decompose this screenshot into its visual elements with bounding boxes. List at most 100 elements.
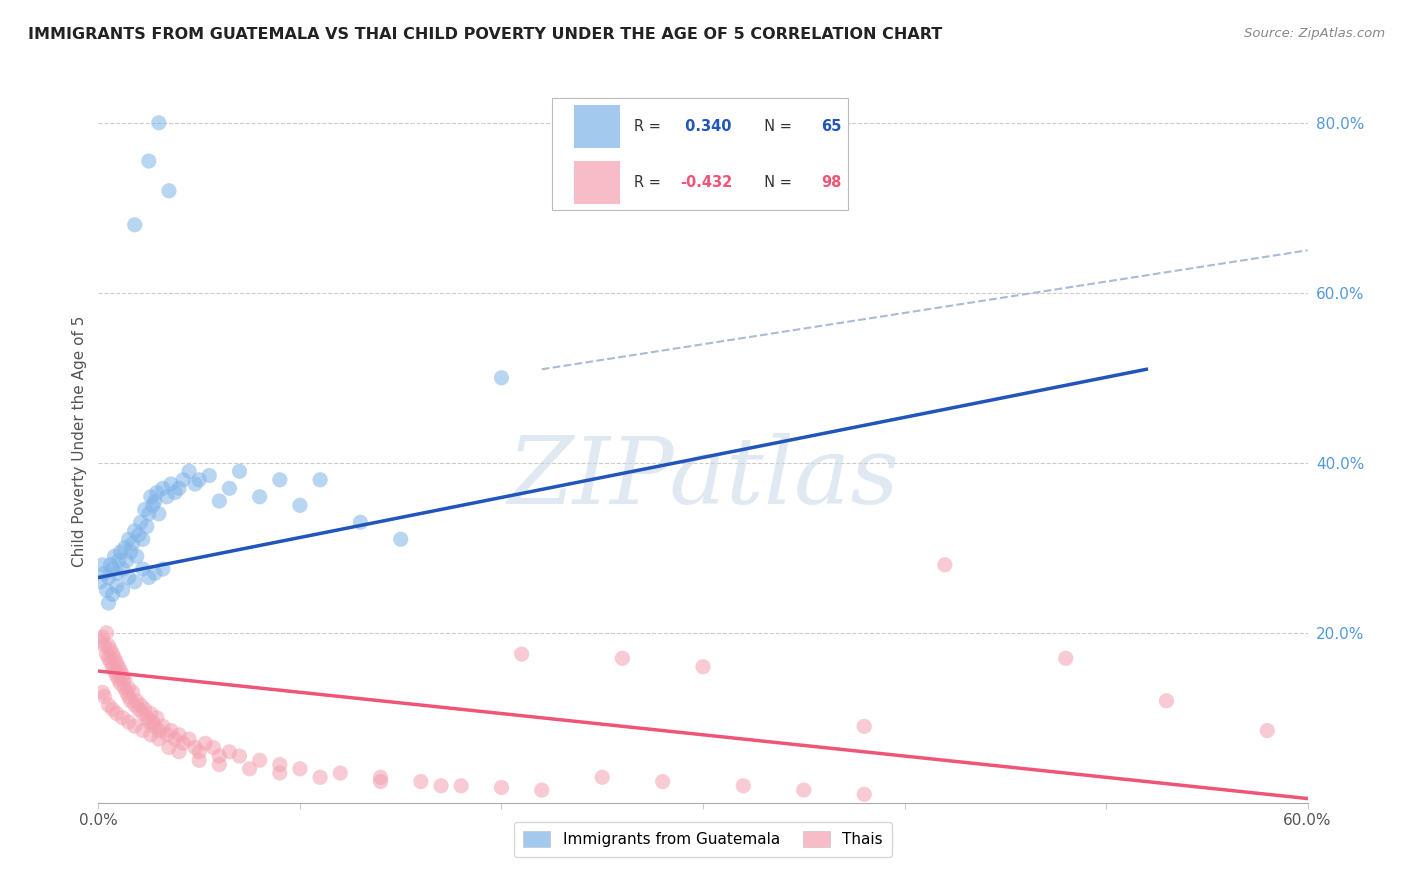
Point <box>167 745 190 759</box>
Text: N =: N = <box>755 119 796 134</box>
Point <box>591 770 613 784</box>
Text: 0.340: 0.340 <box>681 119 731 134</box>
Point <box>128 702 150 716</box>
Point <box>172 736 194 750</box>
Point <box>160 723 183 738</box>
Text: 98: 98 <box>821 175 842 190</box>
Point <box>135 711 157 725</box>
Point <box>370 774 392 789</box>
Point <box>107 553 129 567</box>
Point <box>184 477 207 491</box>
Point <box>188 473 211 487</box>
Text: Source: ZipAtlas.com: Source: ZipAtlas.com <box>1244 27 1385 40</box>
Point <box>163 732 186 747</box>
Text: R =: R = <box>634 175 665 190</box>
Point <box>103 651 125 665</box>
Y-axis label: Child Poverty Under the Age of 5: Child Poverty Under the Age of 5 <box>72 316 87 567</box>
Point <box>651 774 673 789</box>
Point <box>111 711 134 725</box>
Point <box>124 218 146 232</box>
Point <box>129 516 152 530</box>
Point <box>91 685 114 699</box>
Point <box>93 566 115 581</box>
Point <box>101 562 124 576</box>
Point <box>124 698 146 712</box>
Point <box>110 664 132 678</box>
FancyBboxPatch shape <box>551 98 848 211</box>
Point <box>139 490 162 504</box>
Point <box>121 685 143 699</box>
Point <box>129 698 152 712</box>
Point <box>118 690 141 704</box>
Point <box>198 468 221 483</box>
Point <box>105 566 128 581</box>
Point <box>208 757 231 772</box>
Point <box>239 762 262 776</box>
Point <box>114 541 136 555</box>
Point <box>329 766 352 780</box>
Point <box>143 719 166 733</box>
Point <box>157 184 180 198</box>
Point <box>269 766 291 780</box>
Point <box>96 583 118 598</box>
Point <box>111 673 134 687</box>
Point <box>218 745 240 759</box>
Point <box>124 574 146 589</box>
Point <box>118 714 141 729</box>
Point <box>120 694 142 708</box>
Point <box>146 485 169 500</box>
Text: ZIPatlas: ZIPatlas <box>508 433 898 523</box>
Point <box>142 498 165 512</box>
Point <box>105 706 128 721</box>
Point <box>111 668 134 682</box>
Point <box>100 558 122 572</box>
Point <box>510 647 533 661</box>
Point <box>93 639 115 653</box>
Point <box>249 753 271 767</box>
Text: IMMIGRANTS FROM GUATEMALA VS THAI CHILD POVERTY UNDER THE AGE OF 5 CORRELATION C: IMMIGRANTS FROM GUATEMALA VS THAI CHILD … <box>28 27 942 42</box>
Point <box>114 681 136 695</box>
Point <box>139 728 162 742</box>
Point <box>853 719 876 733</box>
Point <box>269 757 291 772</box>
Point <box>146 711 169 725</box>
Point <box>97 639 120 653</box>
Point <box>309 770 332 784</box>
Point <box>125 549 148 564</box>
Point <box>148 723 170 738</box>
Point <box>160 477 183 491</box>
Point <box>309 473 332 487</box>
Point <box>138 714 160 729</box>
Point <box>152 562 174 576</box>
Point <box>167 728 190 742</box>
Point <box>115 553 138 567</box>
Point <box>101 588 124 602</box>
Point <box>530 783 553 797</box>
Point <box>111 583 134 598</box>
Point <box>91 630 114 644</box>
Point <box>934 558 956 572</box>
Point <box>135 519 157 533</box>
Point <box>96 647 118 661</box>
Point <box>228 749 250 764</box>
Point <box>152 719 174 733</box>
Point <box>121 536 143 550</box>
Point <box>148 116 170 130</box>
Point <box>853 787 876 801</box>
Legend: Immigrants from Guatemala, Thais: Immigrants from Guatemala, Thais <box>513 822 893 856</box>
Point <box>167 481 190 495</box>
Point <box>132 723 155 738</box>
Point <box>134 502 156 516</box>
Point <box>124 719 146 733</box>
Point <box>188 745 211 759</box>
Point <box>101 702 124 716</box>
Point <box>111 562 134 576</box>
Point <box>120 545 142 559</box>
Point <box>132 533 155 547</box>
Point <box>1156 694 1178 708</box>
Point <box>115 685 138 699</box>
Point <box>152 481 174 495</box>
Point <box>370 770 392 784</box>
Point <box>1256 723 1278 738</box>
Point <box>97 596 120 610</box>
